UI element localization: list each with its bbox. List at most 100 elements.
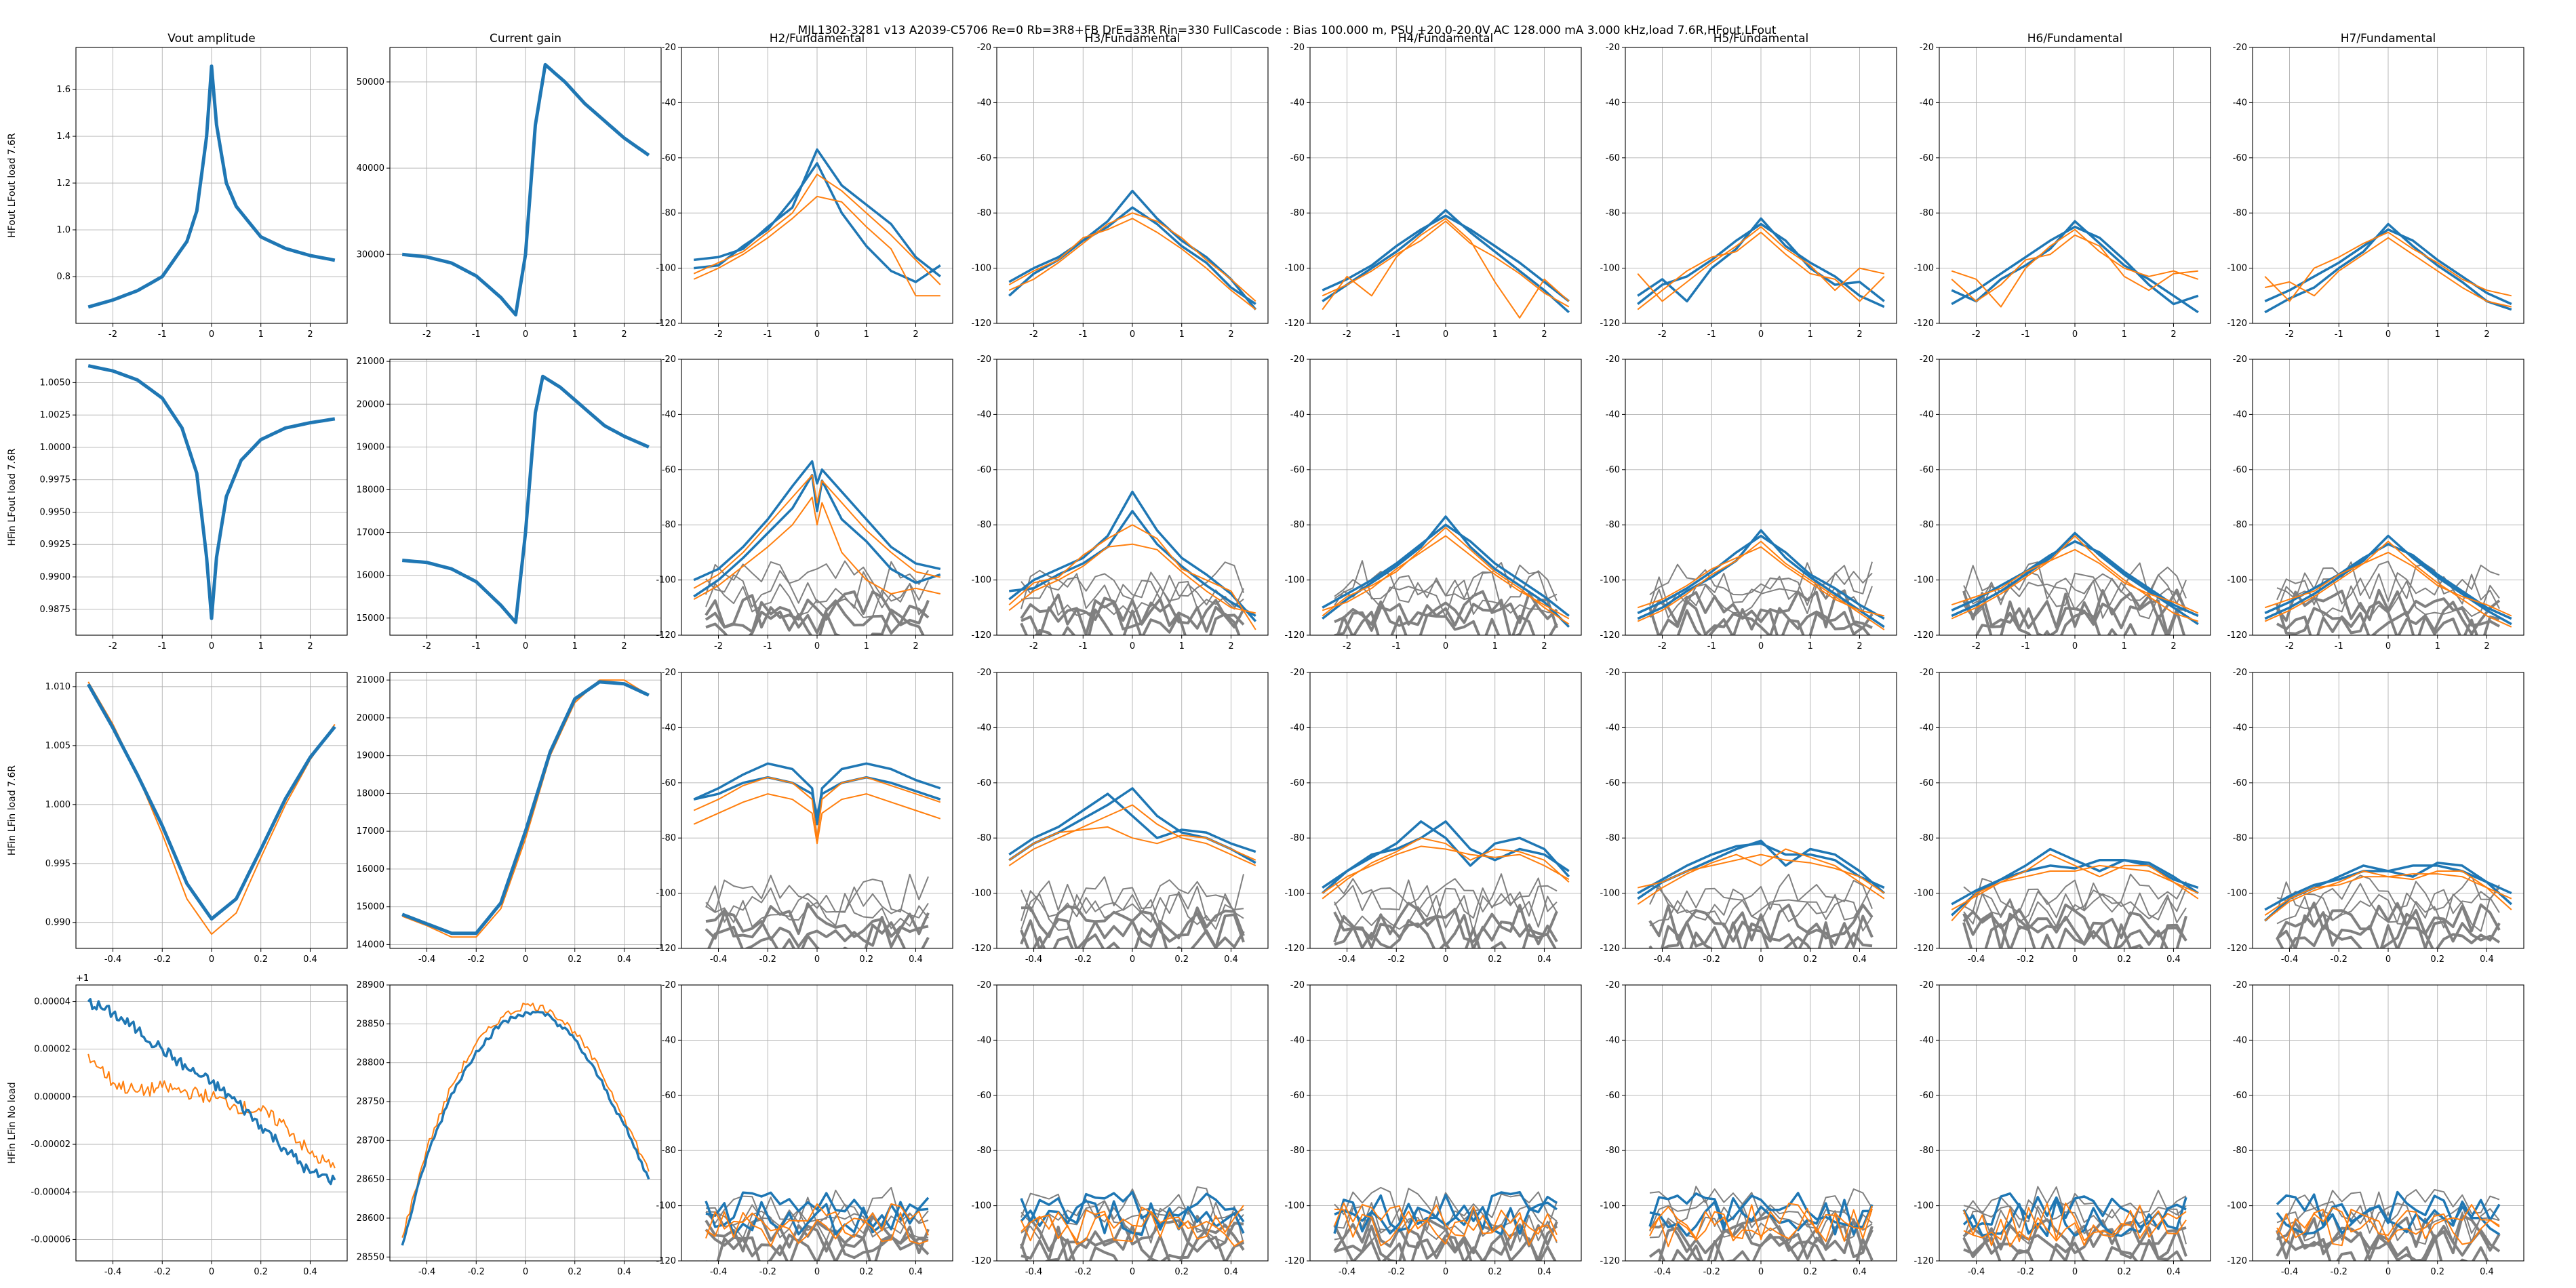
x-tick-label: 0 [1758,1267,1764,1277]
y-tick-label: -120 [1914,319,1934,329]
noise-floor-line [705,911,930,948]
x-tick-label: -0.2 [1388,954,1405,965]
harmonic-trace-2 [1008,524,1256,630]
y-tick-label: -60 [662,1091,676,1101]
harmonic-trace-0 [693,460,941,582]
y-tick-label: -80 [1606,208,1620,218]
noise-floor-line [2276,572,2500,609]
subplot-r0-c2: -2 -1 0 1 2 -120 -100 -80 -60 -40 -20 H2/Fundamenta… [656,32,953,340]
x-tick-label: 0 [1758,641,1764,651]
y-tick-label: 0.9900 [40,572,71,582]
noise-floor-line [1020,1234,1244,1261]
noise-floor-line [1021,893,1244,931]
y-tick-label: -20 [1606,668,1620,678]
harmonic-trace [1021,1205,1244,1243]
axes-frame [1625,984,1897,1262]
plot-area [1008,490,1257,635]
harmonic-trace-3 [1637,546,1885,617]
y-tick-label: 28600 [357,1213,384,1224]
y-tick-label: -20 [977,980,991,990]
noise-floor-line [1649,1214,1874,1255]
y-tick-label: -80 [1920,833,1934,843]
harmonic-trace-1 [1637,534,1885,620]
harmonic-trace-1 [694,162,941,283]
subplot-title: H7/Fundamental [2341,32,2436,45]
subplot-r1-c5: -2 -1 0 1 2 -120 -100 -80 -60 -40 -20 [1600,355,1897,651]
plot-area [2276,1189,2501,1261]
y-tick-label: -20 [1920,668,1934,678]
y-tick-label: 1.0000 [40,443,71,453]
y-tick-label: -100 [1284,576,1305,586]
harmonic-trace [1334,1208,1558,1247]
y-tick-label: -120 [656,1256,676,1266]
y-tick-label: -80 [1606,833,1620,843]
harmonic-trace-1 [1008,206,1256,305]
x-tick-label: 1 [1808,329,1813,340]
y-tick-label: -80 [1920,520,1934,530]
axes-frame [1309,47,1582,324]
x-tick-label: 0 [814,1267,820,1277]
x-tick-label: 0 [1130,641,1135,651]
y-tick-label: -60 [1290,153,1305,163]
y-tick-label: -40 [1920,409,1934,420]
y-tick-label: -120 [1600,944,1620,954]
plot-area [1008,189,1257,310]
y-tick-label: -80 [1290,208,1305,218]
y-tick-label: -20 [1606,980,1620,990]
row-label: HFout LFout load 7.6R [7,133,18,238]
harmonic-trace [1649,1197,1873,1237]
noise-floor-line [1334,599,1558,635]
x-tick-label: 0 [2385,641,2391,651]
x-tick-label: -0.2 [1075,1267,1092,1277]
x-tick-label: 0.4 [617,1267,631,1277]
subplot-title: H2/Fundamental [770,32,865,45]
x-tick-label: 0.2 [1488,1267,1502,1277]
subplot-r0-c3: -2 -1 0 1 2 -120 -100 -80 -60 -40 -20 H3/Fundamenta… [971,32,1269,340]
y-tick-label: 50000 [357,77,384,87]
harmonic-trace-2 [693,174,941,285]
x-tick-label: 2 [1228,641,1233,651]
axes-frame [996,984,1269,1262]
noise-floor-line [1021,874,1244,912]
subplot-r3-c7: -0.4 -0.2 0 0.2 0.4 -120 -100 -80 -60 -40 -20 [2227,980,2524,1277]
plot-area [1951,220,2199,314]
x-tick-label: 0.2 [254,1267,268,1277]
axes-frame [1309,984,1582,1262]
harmonic-trace-1 [1951,859,2199,906]
x-tick-label: 0 [2385,1267,2391,1277]
y-tick-label: 14000 [357,940,384,950]
noise-floor-line [2276,1224,2501,1261]
y-tick-label: -80 [2233,833,2247,843]
x-tick-label: -1 [158,329,167,340]
subplot-r1-c2: -2 -1 0 1 2 -120 -100 -80 -60 -40 -20 [656,355,953,651]
x-tick-label: 2 [1857,641,1862,651]
noise-floor-line [1648,1236,1874,1261]
x-tick-label: -0.4 [1025,954,1042,965]
noise-floor-line [2276,902,2501,940]
x-tick-label: 0 [2072,329,2078,340]
y-tick-label: -60 [1606,1091,1620,1101]
row-label: HFin LFin No load [7,1082,18,1163]
subplot-title: Vout amplitude [167,32,255,45]
y-tick-label: 0.9925 [40,540,71,550]
y-tick-label: -60 [662,778,676,788]
noise-floor-line [1021,1186,1244,1226]
subplot-r3-c2: -0.4 -0.2 0 0.2 0.4 -120 -100 -80 -60 -40 -20 [656,980,953,1277]
x-tick-label: 2 [913,641,918,651]
x-tick-label: 0.2 [2430,1267,2444,1277]
harmonic-trace-2 [1322,527,1570,625]
axes-frame [2252,359,2524,636]
subplot-grid: -2 -1 0 1 2 0.8 1.0 1.2 1.4 1.6 Vout amplitude HFou… [7,32,2524,1277]
subplot-r1-c1: -2 -1 0 1 2 15000 16000 17000 18000 19000 20000 210… [357,357,662,651]
x-tick-label: 0 [1443,641,1448,651]
x-tick-label: 0.4 [1852,1267,1867,1277]
x-tick-label: 0 [523,641,528,651]
noise-floor-line [1963,1186,2187,1222]
x-tick-label: -1 [2335,641,2343,651]
y-tick-label: -40 [662,723,676,733]
y-tick-label: 28850 [357,1019,384,1029]
subplot-r3-c3: -0.4 -0.2 0 0.2 0.4 -120 -100 -80 -60 -40 -20 [971,980,1269,1277]
y-tick-label: 20000 [357,713,384,723]
x-tick-label: -1 [1079,329,1088,340]
